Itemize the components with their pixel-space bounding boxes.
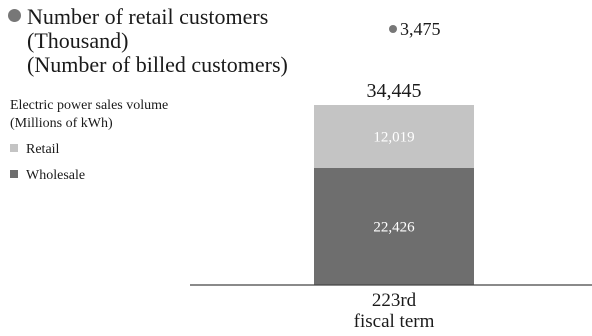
wholesale-swatch-icon (10, 170, 18, 178)
sales-legend-title-1: Electric power sales volume (10, 98, 169, 113)
retail-value-label: 12,019 (373, 129, 414, 145)
customers-point (389, 25, 397, 33)
x-tick-label-line-2: fiscal term (354, 311, 435, 332)
sales-legend-title-2: (Millions of kWh) (10, 116, 113, 131)
sales-legend: Electric power sales volume (Millions of… (10, 97, 168, 185)
customers-legend-label-1: Number of retail customers (27, 4, 269, 29)
customers-legend-line-3: (Number of billed customers) (8, 53, 288, 77)
customers-legend: Number of retail customers (Thousand) (N… (8, 5, 288, 77)
customers-legend-label-2: (Thousand) (27, 28, 129, 53)
legend-item-wholesale: Wholesale (10, 167, 168, 185)
x-tick-label-line-1: 223rd (372, 290, 417, 311)
customers-legend-line-1: Number of retail customers (8, 5, 288, 29)
customers-value-label: 3,475 (400, 19, 441, 39)
customers-dot-icon (8, 9, 21, 22)
customers-legend-label-3: (Number of billed customers) (27, 52, 288, 77)
wholesale-value-label: 22,426 (373, 219, 415, 235)
legend-label-retail: Retail (26, 142, 60, 157)
total-value-label: 34,445 (367, 80, 422, 102)
bar-wholesale (314, 167, 474, 285)
retail-swatch-icon (10, 144, 18, 152)
legend-item-retail: Retail (10, 141, 168, 159)
customers-legend-line-2: (Thousand) (8, 29, 288, 53)
legend-label-wholesale: Wholesale (26, 168, 86, 183)
bar-retail (314, 105, 474, 168)
